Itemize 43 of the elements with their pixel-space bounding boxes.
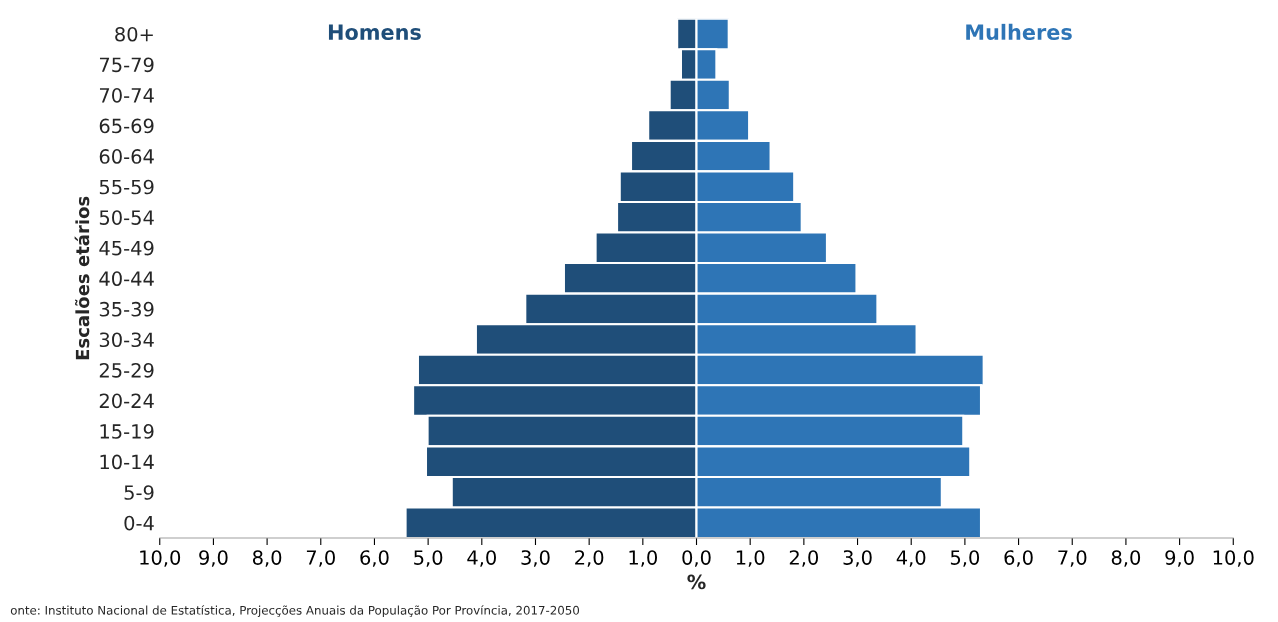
y-tick-label: 45-49	[99, 240, 154, 256]
text: onte: Instituto Nacional de Estatística, Projecções Anuais da População Por Província, 2017-2050	[10, 605, 580, 618]
y-tick-label: 20-24	[99, 393, 154, 409]
x-tick-label: 6,0	[360, 550, 389, 567]
y-axis-title: Escalões etários	[74, 196, 90, 360]
y-tick-label: 35-39	[99, 301, 154, 317]
x-tick-label: 9,0	[199, 550, 228, 567]
x-tick-label: 10,0	[1213, 550, 1254, 567]
y-tick-label: 65-69	[99, 118, 154, 134]
x-tick-label: 7,0	[306, 550, 335, 567]
x-tick-label: 1,0	[736, 550, 765, 567]
x-tick-label: 3,0	[843, 550, 872, 567]
x-tick-label: 4,0	[896, 550, 926, 567]
y-tick-label: 25-29	[99, 362, 154, 378]
x-axis-title: %	[687, 574, 706, 590]
x-tick-label: 6,0	[1004, 550, 1033, 567]
y-tick-label: 60-64	[99, 149, 154, 164]
y-tick-label: 50-54	[99, 210, 154, 225]
y-tick-label: 5-9	[124, 485, 154, 500]
y-tick-label: 15-19	[100, 424, 154, 439]
x-tick-label: 8,0	[252, 550, 282, 567]
x-tick-label: 2,0	[789, 550, 819, 567]
x-tick-label: 0,0	[682, 550, 711, 567]
x-tick-label: 7,0	[1058, 550, 1087, 567]
y-tick-label: 30-34	[99, 332, 154, 348]
y-tick-label: 70-74	[99, 87, 154, 103]
text: Homens	[328, 24, 421, 40]
x-tick-label: 8,0	[1111, 550, 1141, 567]
y-tick-label: 40-44	[99, 271, 154, 287]
x-tick-label: 3,0	[521, 550, 550, 567]
y-tick-label: 75-79	[99, 57, 154, 73]
y-tick-label: 10-14	[100, 454, 154, 470]
x-tick-label: 5,0	[414, 550, 443, 567]
x-tick-label: 4,0	[467, 550, 496, 567]
x-tick-label: 9,0	[1165, 550, 1194, 567]
x-tick-label: 2,0	[575, 550, 604, 567]
x-tick-label: 10,0	[140, 550, 181, 567]
x-tick-label: 1,0	[629, 550, 657, 567]
y-tick-label: 0-4	[124, 515, 154, 531]
x-tick-label: 5,0	[950, 550, 980, 567]
y-tick-label: 55-59	[99, 179, 154, 195]
text: Mulheres	[966, 23, 1072, 40]
y-tick-label: 80+	[115, 26, 153, 42]
